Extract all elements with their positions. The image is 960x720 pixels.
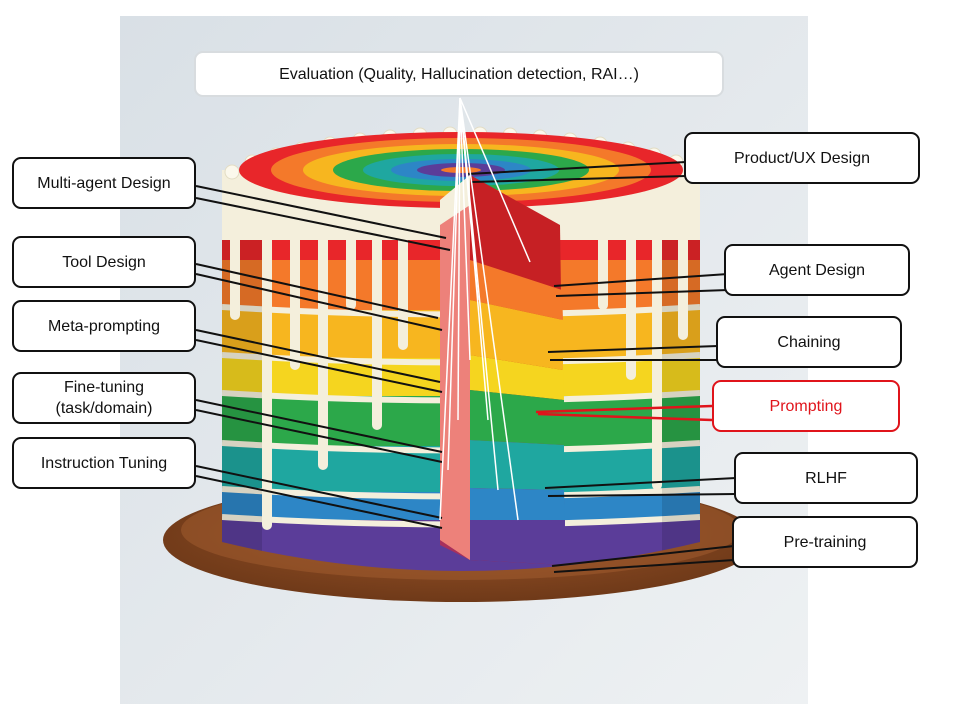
label-multi-agent-design: Multi-agent Design (12, 157, 196, 209)
label-agent-design: Agent Design (724, 244, 910, 296)
label-tool-design: Tool Design (12, 236, 196, 288)
label-rlhf: RLHF (734, 452, 918, 504)
label-product-ux-design: Product/UX Design (684, 132, 920, 184)
cake-top-rings (239, 132, 683, 208)
label-chaining: Chaining (716, 316, 902, 368)
label-fine-tuning: Fine-tuning (task/domain) (12, 372, 196, 424)
connector-lines (195, 161, 737, 573)
label-meta-prompting: Meta-prompting (12, 300, 196, 352)
evaluation-rays (439, 97, 531, 521)
cut-wedge (440, 175, 565, 565)
evaluation-label: Evaluation (Quality, Hallucination detec… (194, 51, 724, 97)
label-pre-training: Pre-training (732, 516, 918, 568)
label-prompting: Prompting (712, 380, 900, 432)
prompting-connector-lines (535, 404, 713, 422)
label-instruction-tuning: Instruction Tuning (12, 437, 196, 489)
